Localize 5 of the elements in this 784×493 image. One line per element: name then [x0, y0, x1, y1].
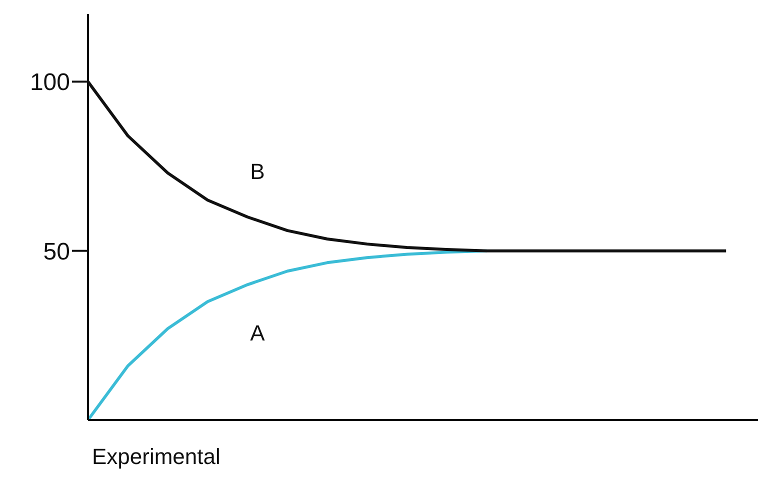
y-tick-label: 50 [43, 238, 70, 266]
y-tick-label: 100 [30, 69, 70, 96]
x-axis-title: Experimental [92, 444, 220, 469]
series-label: A [250, 320, 266, 346]
series-label: B [250, 159, 265, 184]
